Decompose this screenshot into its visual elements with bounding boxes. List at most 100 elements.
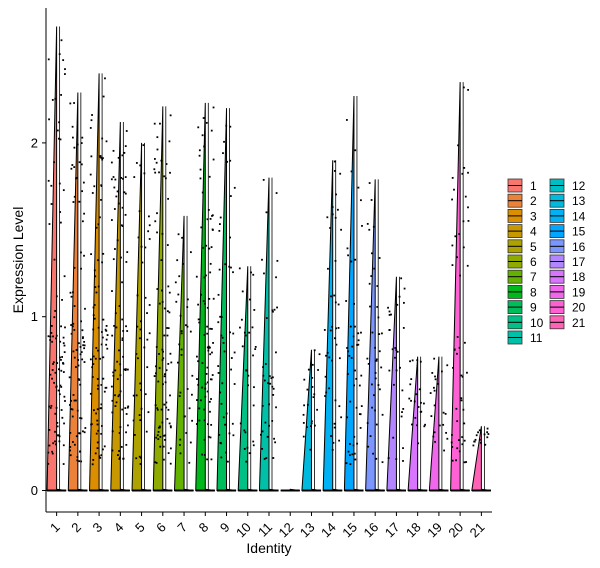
data-point: [272, 310, 274, 313]
data-point: [148, 238, 151, 240]
data-point: [63, 351, 66, 354]
x-tick-label: 14: [318, 520, 339, 541]
data-point: [458, 450, 461, 453]
y-tick-label: 0: [31, 483, 38, 498]
data-point: [206, 381, 209, 384]
data-point: [100, 454, 103, 457]
data-point: [158, 425, 161, 428]
data-point: [354, 149, 357, 152]
data-point: [51, 450, 54, 453]
data-point: [73, 305, 76, 307]
data-point: [325, 354, 327, 357]
data-point: [229, 159, 232, 162]
data-point: [246, 446, 249, 449]
data-point: [203, 419, 206, 422]
x-tick-label: 16: [360, 520, 381, 541]
data-point: [180, 354, 183, 356]
data-point: [100, 425, 103, 427]
data-point: [163, 375, 166, 378]
y-axis-label: Expression Level: [10, 207, 26, 314]
data-point: [50, 332, 53, 334]
data-point: [360, 374, 363, 377]
data-point: [138, 210, 141, 213]
data-point: [410, 378, 413, 381]
data-point: [126, 251, 129, 254]
data-point: [81, 337, 84, 340]
data-point: [75, 366, 77, 368]
data-point: [189, 330, 192, 333]
legend-label-12: 12: [572, 179, 586, 193]
data-point: [117, 156, 120, 159]
data-point: [444, 412, 447, 415]
data-point: [335, 327, 338, 330]
legend-label-11: 11: [530, 331, 543, 345]
data-point: [198, 149, 201, 152]
data-point: [59, 211, 62, 213]
data-point: [161, 289, 163, 292]
data-point: [52, 363, 54, 365]
data-point: [178, 275, 181, 278]
data-point: [53, 316, 56, 319]
data-point: [122, 355, 124, 358]
data-point: [70, 332, 73, 335]
data-point: [105, 325, 108, 327]
legend-label-3: 3: [530, 209, 537, 223]
x-tick-label: 8: [196, 520, 212, 536]
data-point: [167, 285, 170, 288]
data-point: [387, 306, 389, 309]
data-point: [139, 382, 142, 385]
data-point: [371, 383, 373, 386]
data-point: [206, 306, 209, 309]
data-point: [232, 434, 235, 437]
data-point: [374, 371, 377, 374]
data-point: [458, 346, 461, 349]
x-tick-label: 11: [255, 520, 275, 540]
data-point: [116, 360, 119, 363]
data-point: [59, 384, 62, 387]
data-point: [478, 429, 481, 432]
data-point: [203, 276, 206, 279]
data-point: [113, 186, 116, 189]
data-point: [356, 442, 358, 445]
data-point: [155, 365, 157, 368]
data-point: [434, 378, 437, 381]
data-point: [372, 452, 374, 455]
data-point: [53, 161, 55, 164]
data-point: [218, 268, 221, 271]
data-point: [153, 375, 156, 377]
data-point: [198, 407, 201, 410]
data-point: [161, 301, 164, 303]
data-point: [96, 408, 99, 411]
data-point: [63, 344, 66, 347]
data-point: [156, 288, 159, 290]
data-point: [47, 451, 50, 454]
data-point: [122, 177, 124, 180]
data-point: [113, 325, 116, 327]
data-point: [311, 376, 314, 379]
data-point: [241, 345, 244, 348]
data-point: [268, 403, 270, 406]
data-point: [148, 304, 151, 306]
data-point: [69, 291, 72, 294]
data-point: [463, 461, 466, 464]
data-point: [347, 450, 350, 453]
violin-7: [173, 215, 194, 491]
data-point: [71, 136, 74, 139]
data-point: [180, 332, 183, 335]
data-point: [411, 359, 414, 362]
data-point: [229, 236, 231, 239]
data-point: [75, 399, 77, 402]
data-point: [69, 432, 72, 434]
data-point: [136, 294, 139, 297]
data-point: [165, 369, 168, 372]
data-point: [101, 157, 104, 160]
data-point: [191, 374, 194, 377]
data-point: [395, 458, 398, 461]
data-point: [204, 395, 207, 398]
data-point: [137, 236, 140, 239]
data-point: [80, 320, 82, 323]
x-tick-label: 3: [89, 520, 105, 536]
data-point: [118, 450, 120, 452]
data-point: [402, 447, 404, 450]
